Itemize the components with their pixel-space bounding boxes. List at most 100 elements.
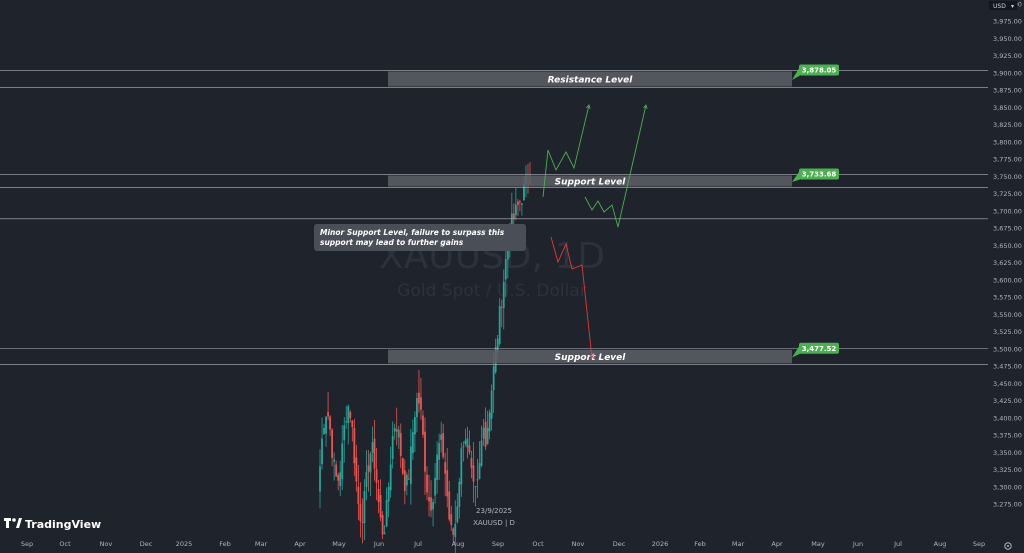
time-tick-label: Oct xyxy=(59,540,71,548)
candle-body xyxy=(519,201,521,203)
level-tag-pointer xyxy=(792,344,800,358)
candle-body xyxy=(462,446,465,448)
currency-dropdown-icon: ▾ xyxy=(1011,3,1014,10)
level-price-tag[interactable] xyxy=(799,64,839,76)
candle-body xyxy=(363,491,366,524)
time-tick-label: May xyxy=(811,540,825,548)
level-price-tag[interactable] xyxy=(799,342,839,354)
price-tick-label: 3,350.00 xyxy=(993,449,1022,457)
bearish-path xyxy=(550,236,593,359)
candle-body xyxy=(490,390,493,419)
level-zone[interactable] xyxy=(388,349,792,364)
price-tick-label: 3,725.00 xyxy=(993,190,1022,198)
time-tick-label: Apr xyxy=(294,540,306,548)
candle-body xyxy=(335,464,338,477)
candle-body xyxy=(349,411,352,418)
level-price-tag-text: 3,878.05 xyxy=(802,66,837,74)
price-tick-label: 3,475.00 xyxy=(993,363,1022,371)
level-price-tag[interactable] xyxy=(799,168,839,180)
price-tick-label: 3,875.00 xyxy=(993,87,1022,95)
candle-body xyxy=(430,497,432,511)
candle-body xyxy=(516,201,519,205)
price-tick-label: 3,950.00 xyxy=(993,35,1022,43)
candle-body xyxy=(387,486,390,502)
settings-gear-icon[interactable] xyxy=(1004,542,1012,550)
time-tick-label: Jul xyxy=(413,540,422,548)
time-tick-label: Dec xyxy=(613,540,626,548)
candle-body xyxy=(474,486,477,488)
price-tick-label: 3,700.00 xyxy=(993,207,1022,215)
candle-body xyxy=(523,183,525,201)
candle-body xyxy=(496,338,499,352)
time-tick-label: 2025 xyxy=(176,540,193,548)
candle-body xyxy=(323,427,325,434)
candle-body xyxy=(319,466,321,492)
candle-body xyxy=(397,429,400,438)
candle-body xyxy=(379,495,382,518)
bearish-path-arrowhead xyxy=(589,354,594,359)
candle-body xyxy=(367,465,370,472)
level-name: Support Level xyxy=(555,353,627,363)
currency-label: USD xyxy=(993,3,1006,10)
candle-body xyxy=(466,438,469,448)
level-zone[interactable] xyxy=(388,175,792,187)
currency-badge[interactable]: USD ▾ xyxy=(989,1,1017,10)
candle-body xyxy=(343,425,346,441)
candle-body xyxy=(521,203,523,205)
candle-body xyxy=(416,398,418,418)
candle-body xyxy=(414,417,416,435)
time-tick-label: Nov xyxy=(100,540,113,548)
bullish-path-2 xyxy=(584,104,647,228)
price-tick-label: 3,425.00 xyxy=(993,397,1022,405)
price-tick-label: 3,625.00 xyxy=(993,259,1022,267)
annotation-text-line2: support may lead to further gains xyxy=(320,238,464,247)
level-zone[interactable] xyxy=(388,71,792,87)
time-tick-label: Mar xyxy=(255,540,268,548)
candle-body xyxy=(424,431,426,472)
candle-body xyxy=(333,459,336,462)
candle-body xyxy=(399,433,402,456)
candle-body xyxy=(432,501,434,510)
candle-body xyxy=(420,397,422,410)
candle-body xyxy=(512,213,515,219)
watermark-description: Gold Spot / U.S. Dollar xyxy=(397,281,586,301)
candle-body xyxy=(331,429,334,458)
candle-body xyxy=(357,486,360,505)
candle-body xyxy=(355,457,358,482)
candle-body xyxy=(492,366,495,391)
candle-body xyxy=(452,528,455,535)
candle-body xyxy=(403,470,406,491)
candle-body xyxy=(391,435,394,459)
price-tick-label: 3,850.00 xyxy=(993,104,1022,112)
candle-body xyxy=(448,491,451,520)
candle-body xyxy=(422,415,424,435)
candle-body xyxy=(381,515,384,535)
candle-body xyxy=(383,532,386,534)
price-tick-label: 3,550.00 xyxy=(993,311,1022,319)
price-axis[interactable]: 4,000.003,975.003,950.003,925.003,900.00… xyxy=(988,0,1024,553)
level-tag-pointer xyxy=(792,170,800,183)
candle-body xyxy=(480,440,483,466)
price-tick-label: 3,650.00 xyxy=(993,242,1022,250)
candle-body xyxy=(329,416,331,430)
level-price-tag-text: 3,733.68 xyxy=(802,171,837,179)
candle-body xyxy=(506,243,509,260)
candle-body xyxy=(434,477,436,496)
candle-body xyxy=(393,428,396,432)
candle-body xyxy=(325,416,327,434)
candle-body xyxy=(321,438,323,465)
annotation-box[interactable]: Minor Support Level, failure to surpass … xyxy=(314,224,526,251)
candle-body xyxy=(464,440,467,445)
symbol-readout: XAUUSD | D xyxy=(473,519,515,527)
candle-body xyxy=(438,443,441,460)
time-axis[interactable]: Sep Oct Nov Dec 2025 Feb Mar Apr May Jun Jul Aug Sep… xyxy=(21,540,985,548)
time-tick-label: Jun xyxy=(373,540,384,548)
price-tick-label: 3,600.00 xyxy=(993,276,1022,284)
candle-body xyxy=(375,469,378,483)
candle-body xyxy=(418,392,420,404)
candle-body xyxy=(373,438,376,469)
time-tick-label: Feb xyxy=(694,540,706,548)
price-tick-label: 3,300.00 xyxy=(993,483,1022,491)
candle-body xyxy=(472,465,475,482)
